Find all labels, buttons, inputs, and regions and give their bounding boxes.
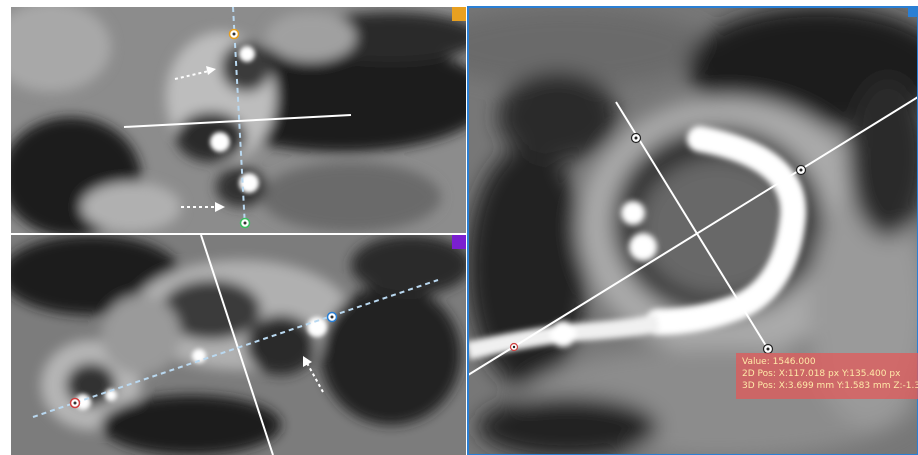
readout-3d-line: 3D Pos: X:3.699 mm Y:1.583 mm Z:-1.375 m… <box>742 380 918 392</box>
viewport-top-left[interactable] <box>11 7 466 233</box>
arrow-head-icon <box>215 202 225 212</box>
readout-2d-y: Y:135.400 px <box>841 369 901 379</box>
solid-axis-line[interactable] <box>200 235 274 455</box>
readout-value-line: Value: 1546.000 <box>742 356 918 368</box>
viewport-right[interactable]: Value: 1546.000 2D Pos: X:117.018 px Y:1… <box>467 6 918 455</box>
readout-3d-x: X:3.699 mm <box>778 381 835 391</box>
readout-value-label: Value: <box>742 357 770 367</box>
solid-axis-line[interactable] <box>123 114 352 128</box>
readout-value: 1546.000 <box>772 357 816 367</box>
readout-3d-y: Y:1.583 mm <box>836 381 891 391</box>
viewport-color-marker <box>908 7 918 17</box>
viewport-color-marker <box>452 235 466 249</box>
readout-2d-x: X:117.018 px <box>778 369 840 379</box>
viewport-color-marker <box>452 7 466 21</box>
ct-image-top-left <box>11 7 466 233</box>
readout-3d-label: 3D Pos: <box>742 381 776 391</box>
dashed-axis-line[interactable] <box>232 7 246 228</box>
solid-axis-line[interactable] <box>468 96 918 376</box>
solid-axis-line[interactable] <box>615 101 769 350</box>
readout-2d-line: 2D Pos: X:117.018 px Y:135.400 px <box>742 368 918 380</box>
readout-2d-label: 2D Pos: <box>742 369 776 379</box>
arrow-head-icon <box>303 356 312 367</box>
readout-3d-z: Z:-1.375 mm <box>893 381 918 391</box>
pixel-readout-overlay: Value: 1546.000 2D Pos: X:117.018 px Y:1… <box>736 353 918 399</box>
arrow-head-icon <box>206 66 216 75</box>
ct-image-bottom-left <box>11 235 466 455</box>
viewport-bottom-left[interactable] <box>11 235 466 455</box>
